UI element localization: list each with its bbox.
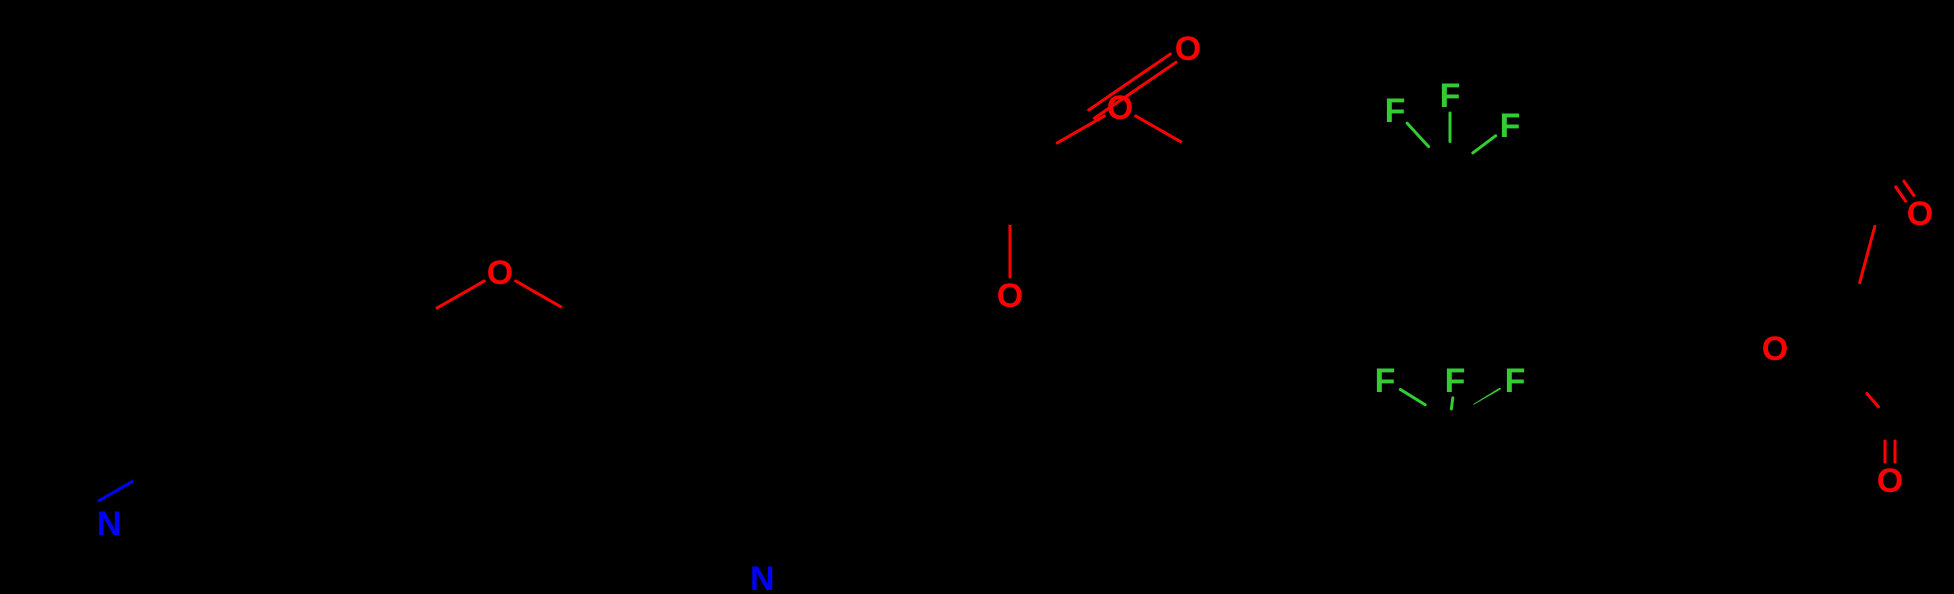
atom-text: O: [487, 254, 513, 292]
atom-label: F: [1440, 77, 1461, 115]
atom-label: F: [1385, 92, 1406, 130]
atom-label: F: [1445, 362, 1466, 400]
atom-label: O: [1762, 330, 1788, 368]
atom-text: F: [1505, 362, 1526, 400]
atom-text: O: [1907, 195, 1933, 233]
atom-label: F: [1375, 362, 1396, 400]
atom-text: F: [1500, 107, 1521, 145]
atom-label: F: [1505, 362, 1526, 400]
atom-text: O: [1762, 330, 1788, 368]
atom-text: O: [1175, 30, 1201, 68]
atom-label: O: [1175, 30, 1201, 68]
atom-text: F: [1385, 92, 1406, 130]
atom-text: O: [1877, 462, 1903, 500]
atom-label: O: [997, 277, 1023, 315]
atom-label: O: [1907, 195, 1933, 233]
atom-text: O: [1107, 89, 1133, 127]
atom-text: O: [997, 277, 1023, 315]
atom-text: F: [1375, 362, 1396, 400]
molecule-diagram: H2NONH2OOOFFFFFFOOO: [0, 0, 1954, 594]
atom-label: O: [487, 254, 513, 292]
atom-text: F: [1445, 362, 1466, 400]
atom-label: O: [1877, 462, 1903, 500]
atom-text: F: [1440, 77, 1461, 115]
atom-label: F: [1500, 107, 1521, 145]
atom-label: O: [1107, 89, 1133, 127]
